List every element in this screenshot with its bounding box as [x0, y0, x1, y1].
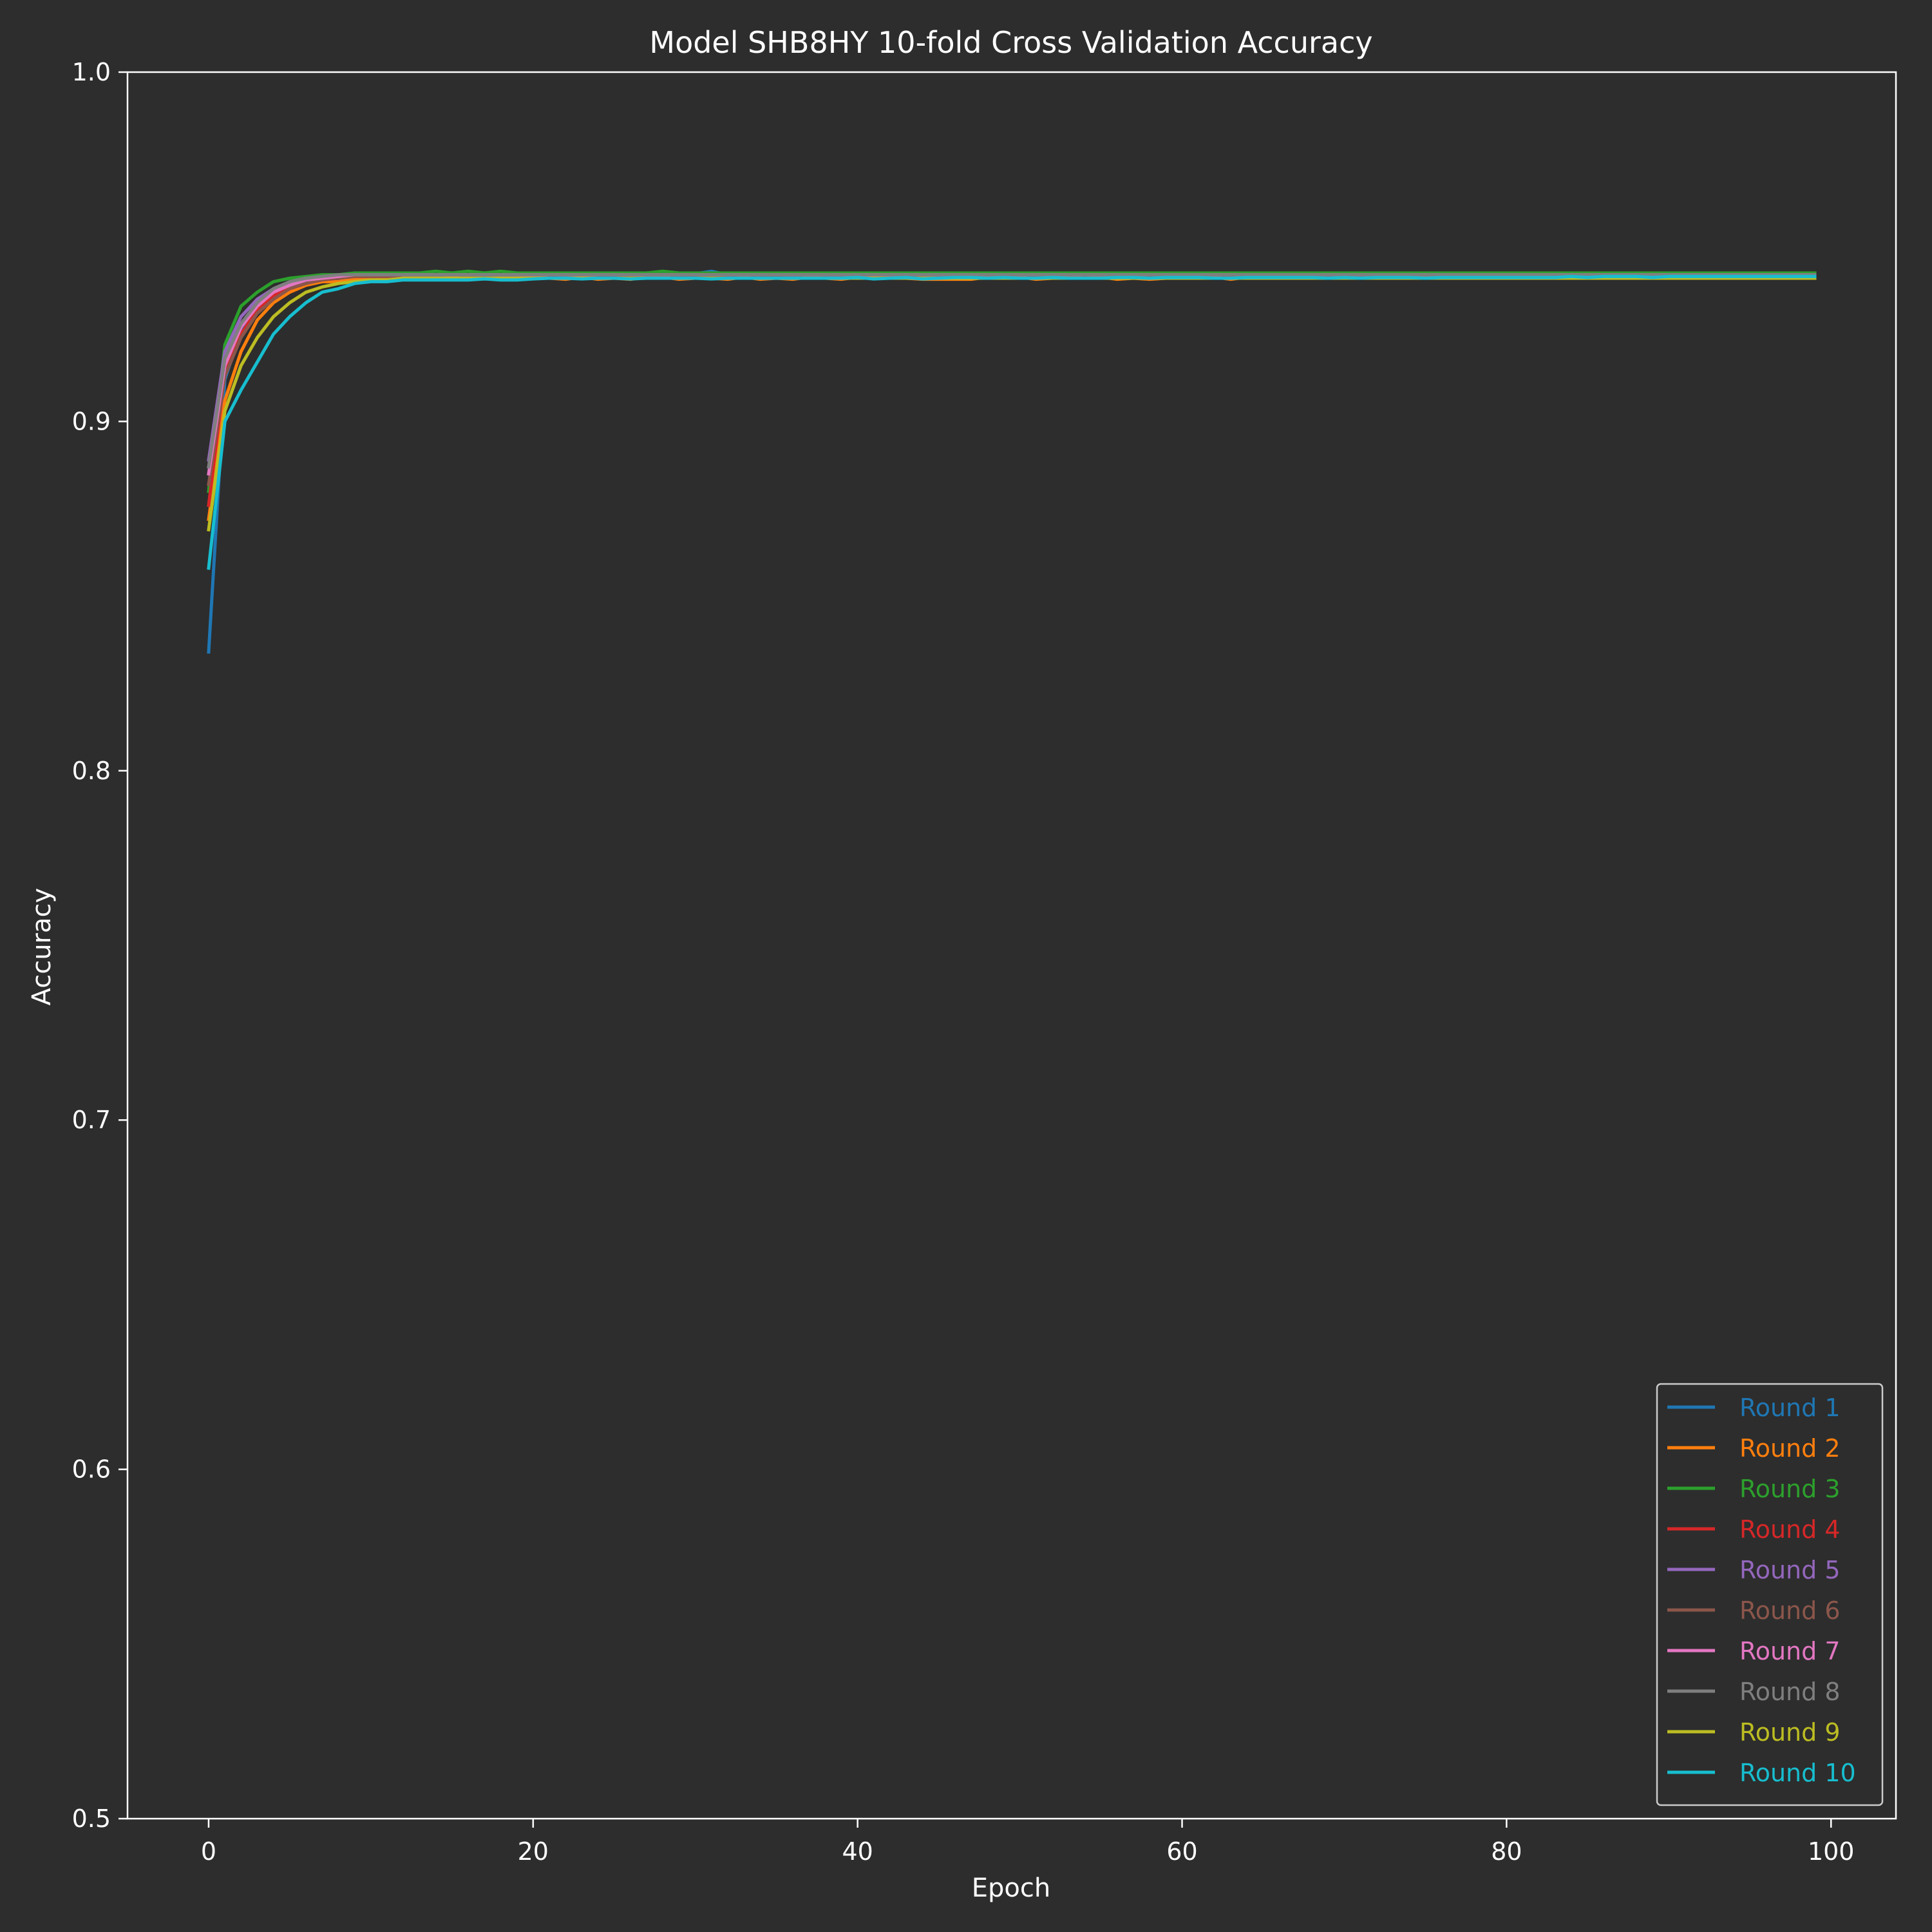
plot-area: 0 20 40 60 80 100 0.5 0.6 0.7 0.8 0.9 1.0 — [72, 58, 1897, 1866]
x-tick-label: 40 — [842, 1837, 873, 1866]
y-tick-label: 0.9 — [72, 407, 111, 435]
series-line-round-10 — [207, 274, 1817, 570]
series-line-round-8 — [207, 273, 1817, 469]
legend-label-round-5: Round 5 — [1739, 1556, 1841, 1584]
y-tick-label: 0.8 — [72, 757, 111, 785]
x-axis-label: Epoch — [972, 1873, 1050, 1903]
x-tick-label: 100 — [1808, 1837, 1855, 1866]
y-axis-label: Accuracy — [27, 888, 57, 1006]
legend-label-round-8: Round 8 — [1739, 1678, 1841, 1706]
y-tick-label: 0.5 — [72, 1804, 111, 1833]
plot-frame — [126, 71, 1897, 1820]
y-tick-label: 0.7 — [72, 1106, 111, 1134]
x-tick-label: 60 — [1166, 1837, 1197, 1866]
legend-label-round-1: Round 1 — [1739, 1394, 1841, 1422]
x-tick-label: 0 — [201, 1837, 216, 1866]
x-tick-label: 80 — [1491, 1837, 1522, 1866]
plot-background — [128, 72, 1896, 1819]
legend-label-round-2: Round 2 — [1739, 1434, 1841, 1463]
legend-label-round-6: Round 6 — [1739, 1596, 1841, 1625]
legend-label-round-7: Round 7 — [1739, 1637, 1841, 1665]
legend-label-round-10: Round 10 — [1739, 1759, 1856, 1787]
x-tick-label: 20 — [518, 1837, 549, 1866]
legend-label-round-9: Round 9 — [1739, 1718, 1841, 1747]
chart-title: Model SHB8HY 10-fold Cross Validation Ac… — [649, 25, 1372, 60]
legend-label-round-3: Round 3 — [1739, 1475, 1841, 1503]
legend-label-round-4: Round 4 — [1739, 1515, 1841, 1544]
series-line-round-3 — [207, 269, 1817, 493]
y-tick-label: 0.6 — [72, 1455, 111, 1484]
legend: Round 1 Round 2 Round 3 Round 4 Round 5 Round… — [1656, 1383, 1884, 1806]
y-tick-label: 1.0 — [72, 58, 111, 86]
